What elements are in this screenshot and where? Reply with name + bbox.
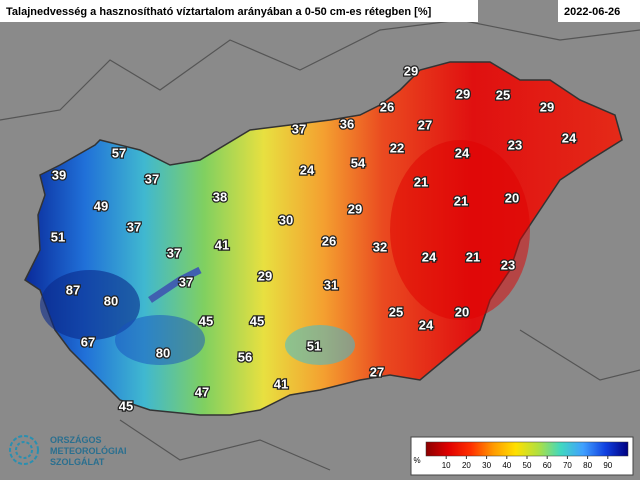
station-value: 25 xyxy=(389,304,403,319)
station-value: 29 xyxy=(404,63,418,78)
station-value: 29 xyxy=(456,86,470,101)
station-value: 21 xyxy=(454,193,468,208)
station-value: 20 xyxy=(455,304,469,319)
legend-unit: % xyxy=(413,456,420,465)
station-value: 37 xyxy=(167,245,181,260)
station-value: 32 xyxy=(373,239,387,254)
station-value: 80 xyxy=(156,345,170,360)
station-value: 21 xyxy=(466,249,480,264)
station-value: 21 xyxy=(414,174,428,189)
legend-tick-label: 40 xyxy=(502,461,511,470)
legend-tick-label: 30 xyxy=(482,461,491,470)
station-value: 38 xyxy=(213,189,227,204)
station-value: 36 xyxy=(340,116,354,131)
lake-balaton xyxy=(148,266,202,303)
station-value: 30 xyxy=(279,212,293,227)
station-value: 23 xyxy=(501,257,515,272)
station-value: 31 xyxy=(324,277,338,292)
stations: 29 29 25 29 26 37 36 27 22 24 23 24 57 54 24 39 37 21 38 29… xyxy=(50,62,579,415)
region-wet xyxy=(40,270,140,340)
station-value: 45 xyxy=(250,313,264,328)
station-value: 24 xyxy=(300,162,315,177)
region-wet xyxy=(115,315,205,365)
station-value: 87 xyxy=(66,282,80,297)
station-value: 39 xyxy=(52,167,66,182)
station-value: 29 xyxy=(348,201,362,216)
logo-line: ORSZÁGOS xyxy=(50,435,102,445)
legend-tick-label: 80 xyxy=(583,461,592,470)
station-value: 45 xyxy=(199,313,213,328)
station-value: 49 xyxy=(94,198,108,213)
legend-tick-label: 50 xyxy=(523,461,532,470)
station-value: 26 xyxy=(380,99,394,114)
logo: ORSZÁGOS METEOROLÓGIAI SZOLGÁLAT xyxy=(9,435,127,467)
title: Talajnedvesség a hasznosítható víztartal… xyxy=(6,6,432,18)
date: 2022-06-26 xyxy=(564,6,620,18)
logo-line: SZOLGÁLAT xyxy=(50,457,105,467)
legend-tick-label: 90 xyxy=(603,461,612,470)
station-value: 20 xyxy=(505,190,519,205)
station-value: 54 xyxy=(351,155,366,170)
station-value: 51 xyxy=(307,338,321,353)
legend-tick-label: 10 xyxy=(442,461,451,470)
station-value: 27 xyxy=(370,364,384,379)
legend-tick-label: 70 xyxy=(563,461,572,470)
logo-line: METEOROLÓGIAI xyxy=(50,445,127,456)
legend-tick-label: 60 xyxy=(543,461,552,470)
station-value: 24 xyxy=(419,317,434,332)
station-value: 47 xyxy=(195,384,209,399)
borders xyxy=(0,19,640,471)
legend-tick-label: 20 xyxy=(462,461,471,470)
region-wet xyxy=(285,325,355,365)
station-value: 27 xyxy=(418,117,432,132)
station-value: 41 xyxy=(274,376,288,391)
legend-colorbar xyxy=(425,441,629,457)
station-value: 80 xyxy=(104,293,118,308)
date-box xyxy=(558,0,640,22)
station-value: 24 xyxy=(422,249,437,264)
title-box xyxy=(0,0,478,22)
station-value: 29 xyxy=(540,99,554,114)
station-value: 23 xyxy=(508,137,522,152)
station-value: 26 xyxy=(322,233,336,248)
station-value: 25 xyxy=(496,87,510,102)
station-value: 24 xyxy=(455,145,470,160)
station-value: 51 xyxy=(51,229,65,244)
station-value: 45 xyxy=(119,398,133,413)
region-dry xyxy=(390,140,530,320)
station-value: 57 xyxy=(112,145,126,160)
station-value: 37 xyxy=(127,219,141,234)
station-value: 24 xyxy=(562,130,577,145)
station-value: 56 xyxy=(238,349,252,364)
station-value: 22 xyxy=(390,140,404,155)
station-value: 37 xyxy=(292,121,306,136)
station-value: 37 xyxy=(145,171,159,186)
station-value: 41 xyxy=(215,237,229,252)
station-value: 29 xyxy=(258,268,272,283)
station-value: 37 xyxy=(179,274,193,289)
station-value: 67 xyxy=(81,334,95,349)
